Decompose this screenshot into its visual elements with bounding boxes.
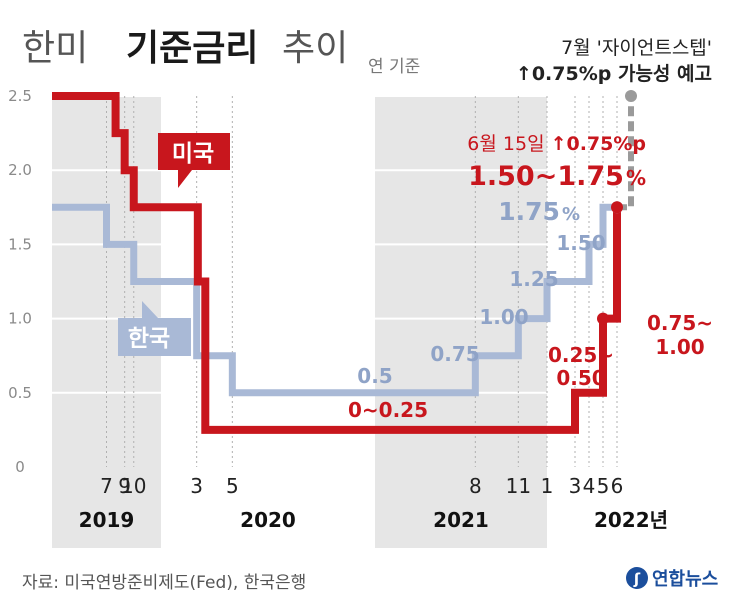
us-mar22-label-a: 0.25~ <box>548 343 614 367</box>
month-tick-label: 10 <box>121 474 146 498</box>
us-rate-line <box>52 92 621 434</box>
us-badge: 미국 <box>158 133 230 188</box>
us-low-label: 0~0.25 <box>348 398 428 422</box>
source-note: 자료: 미국연방준비제도(Fed), 한국은행 <box>22 573 306 593</box>
month-tick-label: 11 <box>506 474 531 498</box>
annotations: 0~0.25 0.5 0.75 1.00 1.25 1.50 1.75% 0.2… <box>348 133 713 422</box>
us-badge-label: 미국 <box>172 141 214 167</box>
yonhap-logo-glyph: ʃ <box>633 570 641 588</box>
us-may22-label-b: 1.00 <box>655 335 704 359</box>
kr-150-label: 1.50 <box>556 231 605 255</box>
month-tick-label: 7 <box>100 474 113 498</box>
year-label: 2020 <box>240 508 296 532</box>
kr-badge-shape <box>118 301 191 356</box>
kr-rate-line <box>52 203 617 397</box>
kr-050-label: 0.5 <box>357 364 392 388</box>
y-tick-label: 2.0 <box>8 161 32 179</box>
kr-125-label: 1.25 <box>509 267 558 291</box>
month-tick-label: 9 <box>118 474 131 498</box>
y-tick-label: 1.0 <box>8 310 32 328</box>
month-tick-label: 5 <box>597 474 610 498</box>
year-label: 2022년 <box>594 508 668 532</box>
title-light-2: 추이 <box>282 28 348 69</box>
yonhap-logo: ʃ 연합뉴스 <box>626 567 718 590</box>
us-jun-unit: % <box>626 166 646 190</box>
kr-175-value: 1.75 <box>498 197 560 226</box>
forecast-note-line2: ↑0.75%p 가능성 예고 <box>516 63 712 85</box>
us-dot-may <box>597 312 609 325</box>
us-badge-shape <box>158 133 230 188</box>
month-tick-label: 8 <box>469 474 482 498</box>
us-jun-range: 1.50~1.75 <box>468 161 624 192</box>
kr-100-label: 1.00 <box>479 305 528 329</box>
title-light-1: 한미 <box>22 28 88 69</box>
forecast-note-line1: 7월 '자이언트스텝' <box>561 37 712 59</box>
us-jun-label-top: 6월 15일 ↑0.75%p <box>467 133 646 155</box>
us-jun-date: 6월 15일 <box>467 133 544 155</box>
month-tick-label: 5 <box>226 474 239 498</box>
us-mar22-label-b: 0.50 <box>556 366 605 390</box>
us-may22-label-a: 0.75~ <box>647 311 713 335</box>
title-bold: 기준금리 <box>126 28 258 69</box>
y-axis: 0 0.5 1.0 1.5 2.0 2.5 <box>8 87 32 476</box>
year-label: 2019 <box>79 508 135 532</box>
yonhap-logo-text: 연합뉴스 <box>652 568 718 590</box>
month-tick-label: 4 <box>583 474 596 498</box>
us-jun-up: ↑0.75%p <box>551 133 646 155</box>
kr-badge: 한국 <box>118 301 191 356</box>
forecast-end-dot <box>625 90 637 102</box>
subtitle: 연 기준 <box>368 57 420 77</box>
y-tick-label: 2.5 <box>8 87 32 105</box>
yonhap-logo-icon <box>626 567 648 589</box>
y-tick-label: 0.5 <box>8 384 32 402</box>
chart-header: 한미 기준금리 추이 연 기준 7월 '자이언트스텝' ↑0.75%p 가능성 … <box>22 28 712 85</box>
month-tick-label: 1 <box>541 474 554 498</box>
month-tick-label: 3 <box>569 474 582 498</box>
kr-175-unit: % <box>562 204 580 225</box>
kr-badge-label: 한국 <box>128 326 170 352</box>
kr-175-label: 1.75% <box>498 197 580 226</box>
y-tick-label: 0 <box>15 458 25 476</box>
month-tick-label: 3 <box>190 474 203 498</box>
us-dot-jun <box>611 201 623 214</box>
month-tick-label: 6 <box>611 474 624 498</box>
y-tick-label: 1.5 <box>8 235 32 253</box>
year-label: 2021 <box>433 508 489 532</box>
us-jun-label-range: 1.50~1.75% <box>468 161 646 192</box>
kr-075-label: 0.75 <box>430 342 479 366</box>
